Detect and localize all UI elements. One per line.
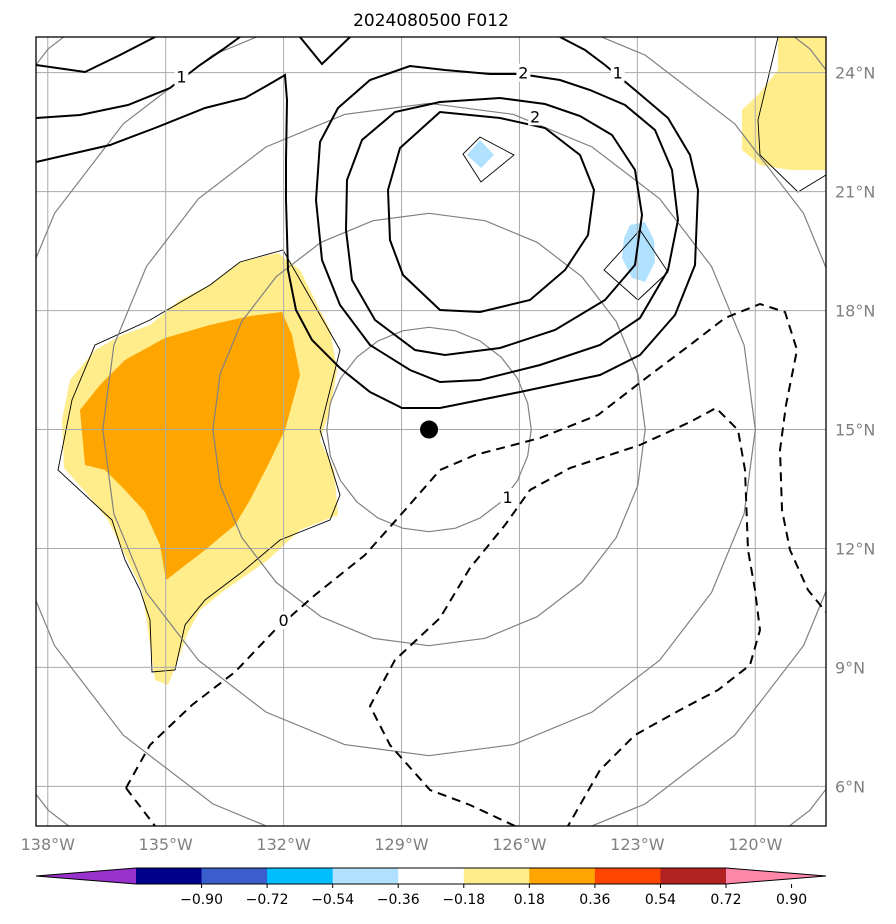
outline-northeast — [757, 37, 826, 193]
colorbar-tick-label-9: 0.90 — [776, 892, 807, 908]
colorbar-segment-2 — [267, 868, 334, 884]
contour-labels: 1 2 1 2 0 1 — [174, 63, 625, 630]
lon-tick-label-4: 126°W — [492, 835, 547, 854]
contour-label-bg-5 — [500, 487, 515, 506]
contour-solid-5 — [314, 64, 680, 384]
contour-solid-4 — [299, 37, 351, 66]
lat-tick-label-5: 9°N — [835, 658, 865, 677]
contour-label-4: 0 — [279, 611, 289, 630]
colorbar-outline — [35, 867, 827, 885]
contour-solid-7 — [386, 110, 596, 314]
contour-label-bg-1 — [516, 63, 531, 82]
fill-lightblue-north — [467, 140, 494, 168]
contour-label-2: 1 — [613, 64, 623, 83]
colorbar: −0.90 −0.72 −0.54 −0.36 −0.18 0.18 0.36 0.54 0.7… — [35, 867, 827, 908]
range-ring-1 — [212, 212, 646, 647]
contour-label-bg-4 — [276, 610, 291, 629]
colorbar-tick-label-0: −0.90 — [180, 892, 223, 908]
lon-tick-label-6: 120°W — [728, 835, 783, 854]
colorbar-segment-4 — [398, 868, 465, 884]
lon-tick-label-0: 138°W — [21, 835, 76, 854]
colorbar-segment-8 — [660, 868, 727, 884]
colorbar-segment-0 — [136, 868, 203, 884]
colorbar-segment-6 — [529, 868, 596, 884]
lat-tick-label-4: 12°N — [835, 539, 875, 558]
colorbar-tick-label-4: −0.18 — [442, 892, 485, 908]
contour-label-0: 1 — [176, 68, 186, 87]
colorbar-tick-label-3: −0.36 — [377, 892, 420, 908]
colorbar-tick-label-8: 0.72 — [710, 892, 741, 908]
outline-west — [57, 249, 341, 673]
colorbar-extend-low — [36, 868, 136, 884]
outline-north — [462, 136, 515, 183]
lon-tick-label-5: 123°W — [610, 835, 665, 854]
contour-dashed-1 — [125, 302, 826, 789]
contour-dashed-2 — [125, 787, 156, 826]
graticule — [36, 37, 826, 826]
thin-outlines — [57, 37, 826, 673]
colorbar-tick-label-6: 0.36 — [579, 892, 610, 908]
contour-label-bg-3 — [528, 107, 543, 126]
contour-label-bg-2 — [610, 63, 625, 82]
colorbar-tick-label-5: 0.18 — [514, 892, 545, 908]
range-ring-0 — [326, 326, 532, 533]
lon-tick-label-3: 129°W — [374, 835, 429, 854]
contour-solid-6 — [344, 96, 644, 357]
lon-tick-label-1: 135°W — [139, 835, 194, 854]
colorbar-segment-5 — [463, 868, 530, 884]
lat-tick-label-6: 6°N — [835, 777, 865, 796]
lat-tick-label-0: 24°N — [835, 64, 875, 83]
colorbar-extend-high — [726, 868, 826, 884]
colorbar-tick-label-2: −0.54 — [311, 892, 354, 908]
fill-lightblue-east — [622, 222, 655, 282]
colorbar-segment-7 — [594, 868, 661, 884]
lon-tick-label-2: 132°W — [256, 835, 311, 854]
contour-label-1: 2 — [518, 64, 528, 83]
contour-solid-3 — [36, 37, 700, 409]
colorbar-tick-label-7: 0.54 — [645, 892, 676, 908]
fill-orange-west — [80, 312, 300, 580]
outline-east — [603, 229, 669, 301]
contour-label-bg-0 — [174, 67, 189, 86]
solid-contours — [36, 37, 700, 409]
lat-tick-label-3: 15°N — [835, 421, 875, 440]
colorbar-tick-label-1: −0.72 — [246, 892, 289, 908]
colorbar-segment-1 — [201, 868, 268, 884]
map-frame — [35, 36, 827, 827]
fill-yellow-northeast — [742, 37, 826, 170]
lat-tick-label-1: 21°N — [835, 183, 875, 202]
storm-center-marker — [420, 420, 439, 439]
range-ring-3 — [36, 37, 826, 826]
dashed-contours — [125, 302, 826, 826]
figure-title: 2024080500 F012 — [353, 11, 509, 31]
longitude-tick-labels: 138°W 135°W 132°W 129°W 126°W 123°W 120°W — [21, 835, 783, 854]
range-ring-2 — [102, 102, 756, 757]
contour-label-3: 2 — [530, 107, 540, 126]
contour-solid-2 — [36, 37, 241, 119]
contour-solid-1 — [36, 37, 156, 74]
lat-tick-label-2: 18°N — [835, 302, 875, 321]
contour-label-5: 1 — [503, 488, 513, 507]
colorbar-segment-3 — [332, 868, 399, 884]
latitude-tick-labels: 24°N 21°N 18°N 15°N 12°N 9°N 6°N — [835, 64, 875, 797]
